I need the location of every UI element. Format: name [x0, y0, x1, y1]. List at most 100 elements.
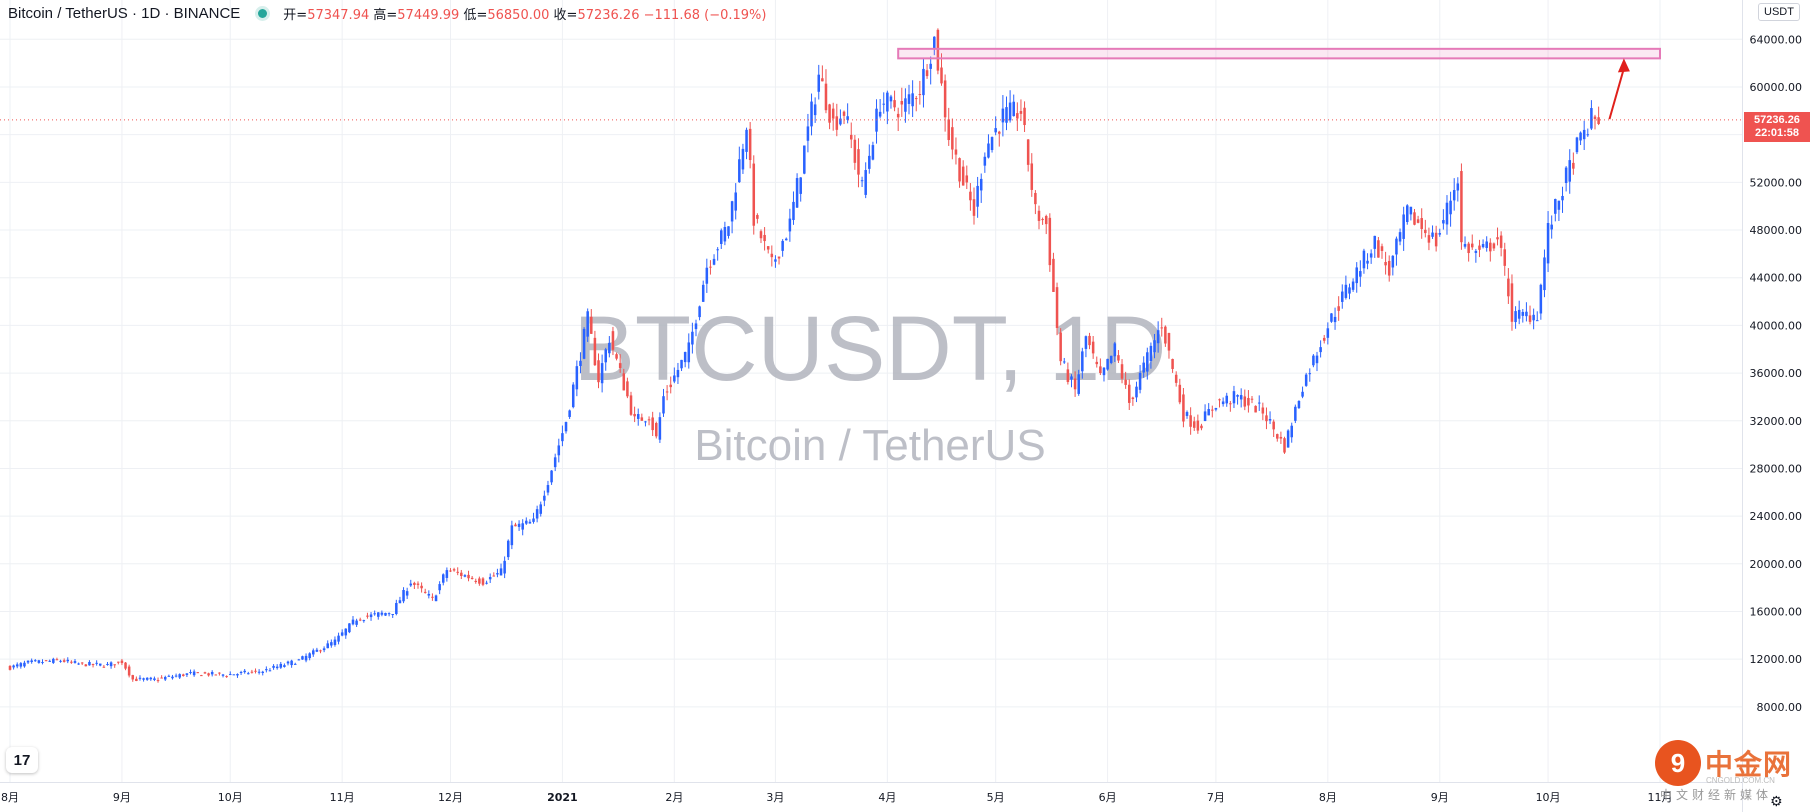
candle-body	[1088, 335, 1091, 346]
x-tick-label: 6月	[1099, 791, 1117, 804]
candle-body	[958, 158, 961, 182]
candle-body	[503, 560, 506, 574]
candle-body	[629, 395, 633, 415]
candle-body	[44, 660, 48, 662]
candle-body	[712, 258, 716, 265]
candle-body	[1243, 396, 1247, 407]
candle-body	[189, 672, 192, 674]
x-tick-label: 5月	[987, 791, 1005, 804]
candle-body	[1568, 160, 1572, 182]
candle-body	[1254, 405, 1257, 413]
candle-body	[1322, 337, 1326, 341]
candle-body	[369, 614, 373, 618]
candle-body	[929, 63, 932, 69]
candle-body	[1510, 283, 1514, 322]
candle-body	[1420, 218, 1423, 229]
candle-body	[546, 485, 550, 493]
candle-body	[1066, 369, 1070, 382]
chart-legend: Bitcoin / TetherUS · 1D · BINANCE 开=5734…	[8, 4, 766, 23]
candle-body	[1221, 401, 1225, 405]
currency-button[interactable]: USDT	[1758, 3, 1800, 21]
candle-body	[460, 572, 463, 576]
candle-body	[651, 417, 654, 431]
candle-body	[1250, 398, 1254, 400]
candle-body	[1561, 195, 1564, 201]
candle-body	[358, 619, 362, 621]
candle-body	[456, 571, 459, 573]
candle-body	[1211, 409, 1214, 411]
candle-body	[918, 94, 922, 96]
candle-body	[1539, 284, 1543, 314]
candle-body	[1590, 108, 1593, 129]
candle-body	[171, 676, 174, 679]
candle-body	[239, 671, 243, 673]
candle-body	[1586, 134, 1590, 136]
candle-body	[431, 596, 434, 598]
candle-body	[727, 226, 730, 236]
candle-body	[26, 660, 30, 663]
tradingview-logo-icon[interactable]: 17	[6, 747, 38, 773]
candle-body	[1196, 420, 1200, 431]
candle-body	[1095, 361, 1099, 365]
open-label: 开=	[283, 8, 308, 23]
candle-body	[496, 573, 499, 575]
candle-body	[467, 574, 470, 579]
candle-body	[1055, 287, 1059, 328]
candle-body	[1528, 315, 1532, 322]
candle-body	[857, 149, 860, 175]
candle-body	[478, 578, 481, 584]
candle-body	[254, 670, 257, 672]
candle-body	[954, 149, 958, 155]
watermark-name: Bitcoin / TetherUS	[694, 421, 1045, 470]
candle-body	[590, 316, 593, 334]
gear-icon[interactable]: ⚙	[1770, 793, 1783, 809]
x-tick-label: 4月	[878, 791, 896, 804]
candle-body	[1160, 327, 1164, 329]
candle-body	[582, 328, 586, 359]
candle-body	[568, 410, 571, 417]
candle-body	[91, 664, 95, 666]
candle-body	[416, 583, 420, 585]
candle-body	[1174, 374, 1178, 383]
candle-body	[781, 240, 784, 251]
x-tick-label: 9月	[1431, 791, 1449, 804]
candle-body	[1102, 367, 1106, 376]
candle-body	[135, 678, 138, 682]
y-tick-label: 44000.00	[1750, 272, 1803, 285]
candle-body	[1330, 313, 1333, 322]
candle-body	[1391, 255, 1395, 268]
candle-body	[784, 238, 788, 241]
candle-body	[120, 660, 124, 664]
y-tick-label: 40000.00	[1750, 319, 1803, 332]
candle-body	[1084, 336, 1088, 349]
symbol-label[interactable]: Bitcoin / TetherUS · 1D · BINANCE	[8, 5, 241, 22]
candle-body	[803, 145, 806, 174]
candle-body	[48, 660, 51, 662]
candle-body	[66, 659, 70, 662]
candle-body	[221, 674, 225, 676]
candle-body	[709, 266, 712, 268]
candle-body	[1308, 373, 1312, 375]
candle-body	[1171, 358, 1174, 369]
x-tick-label: 9月	[113, 791, 131, 804]
candle-body	[185, 673, 189, 675]
candle-body	[824, 83, 828, 111]
candle-body	[113, 664, 116, 666]
candle-body	[828, 104, 831, 123]
candle-body	[30, 660, 33, 663]
candle-body	[427, 593, 431, 596]
candle-body	[355, 620, 358, 625]
candle-body	[766, 246, 770, 250]
candle-body	[1384, 261, 1387, 266]
candle-body	[597, 360, 600, 383]
candle-body	[933, 36, 936, 49]
candle-body	[1431, 232, 1434, 237]
candle-body	[243, 670, 246, 673]
candle-body	[922, 68, 925, 96]
candle-body	[1200, 425, 1203, 429]
candle-body	[1575, 137, 1579, 153]
candle-body	[943, 80, 947, 118]
candle-body	[1467, 243, 1470, 254]
